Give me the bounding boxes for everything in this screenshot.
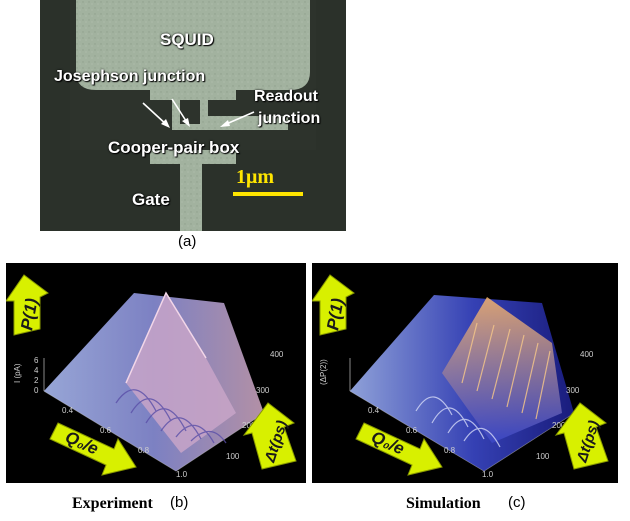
readout-label-line1: Readout (254, 88, 318, 105)
y-axis-tick: 400 (270, 350, 284, 359)
experiment-plot: 6 4 2 0 I (pA) 0.4 0.6 0.8 1.0 400 300 2… (5, 263, 306, 483)
q0e-arrow: Q₀/e (355, 422, 443, 476)
x-axis-tick: 0.6 (100, 426, 112, 435)
dt-arrow: Δt(ps) (242, 402, 297, 470)
panel-b-caption: (b) (170, 494, 189, 511)
micrograph-image (40, 0, 346, 231)
experiment-surface: 6 4 2 0 I (pA) 0.4 0.6 0.8 1.0 400 300 2… (5, 274, 297, 479)
p1-arrow: P(1) (5, 274, 49, 336)
simulation-caption: Simulation (406, 495, 481, 512)
josephson-junction-label: Josephson junction (54, 68, 206, 85)
simulation-surface: (ΔP(2)) 0.4 0.6 0.8 1.0 400 300 200 100 … (311, 274, 609, 479)
x-axis-tick: 0.8 (138, 446, 150, 455)
p1-arrow: P(1) (311, 274, 355, 336)
x-axis-tick: 0.6 (406, 426, 418, 435)
dt-arrow: Δt(ps) (554, 402, 609, 470)
x-axis-tick: 1.0 (176, 470, 188, 479)
x-axis-tick: 0.4 (368, 406, 380, 415)
y-axis-tick: 100 (536, 452, 550, 461)
oscillation-ridges (115, 389, 227, 444)
z-axis-label: (ΔP(2)) (319, 359, 328, 385)
x-axis-tick: 0.8 (444, 446, 456, 455)
y-axis-tick: 200 (242, 421, 256, 430)
y-axis-tick: 400 (580, 350, 594, 359)
gate-label: Gate (132, 190, 170, 209)
panel-c-caption: (c) (508, 494, 526, 511)
squid-label: SQUID (160, 30, 214, 49)
scale-bar-label: 1μm (236, 166, 274, 188)
x-axis-tick: 1.0 (482, 470, 494, 479)
oscillation-spikes (461, 322, 551, 420)
y-axis-tick: 300 (566, 386, 580, 395)
z-axis-label: I (pA) (13, 363, 22, 383)
z-axis-tick: 6 (34, 356, 39, 365)
x-axis-tick: 0.4 (62, 406, 74, 415)
oscillation-ridges (415, 396, 501, 448)
y-axis-tick: 100 (226, 452, 240, 461)
y-axis-tick: 300 (256, 386, 270, 395)
z-axis-tick: 2 (34, 376, 39, 385)
z-axis-tick: 0 (34, 386, 39, 395)
readout-label-line2: junction (258, 110, 321, 127)
experiment-caption: Experiment (72, 495, 153, 512)
micrograph-panel: SQUID Josephson junction Readout junctio… (40, 0, 346, 231)
panel-a-caption: (a) (178, 233, 197, 250)
cooper-pair-box-label: Cooper-pair box (108, 138, 240, 157)
simulation-plot: (ΔP(2)) 0.4 0.6 0.8 1.0 400 300 200 100 … (311, 263, 618, 483)
z-axis-tick: 4 (34, 366, 39, 375)
y-axis-tick: 200 (552, 421, 566, 430)
